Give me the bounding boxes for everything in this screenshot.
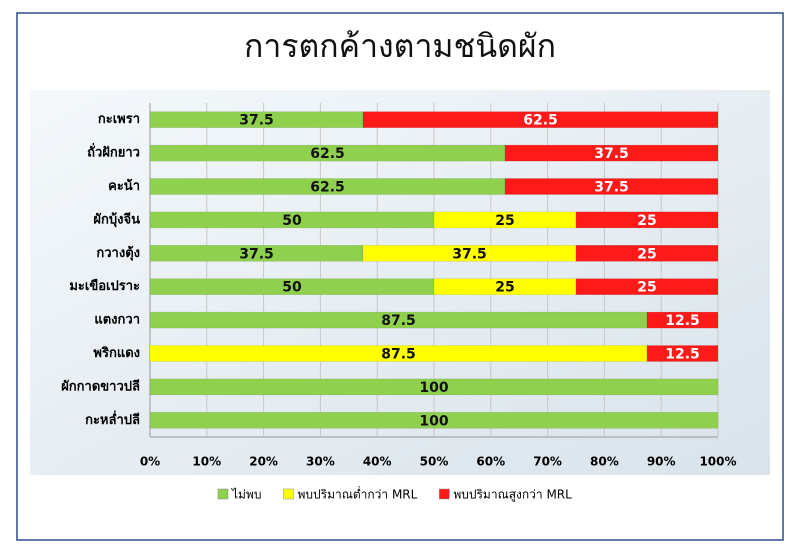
data-label: 62.5 bbox=[310, 146, 345, 162]
legend-swatch bbox=[283, 488, 294, 500]
chart-title: การตกค้างตามชนิดผัก bbox=[244, 27, 556, 65]
data-label: 62.5 bbox=[310, 180, 345, 196]
y-tick-label: ถั่วฝักยาว bbox=[87, 143, 140, 161]
data-label: 87.5 bbox=[381, 313, 416, 329]
y-tick-label: กะหล่ำปลี bbox=[85, 410, 140, 428]
data-label: 25 bbox=[637, 213, 656, 229]
data-label: 50 bbox=[282, 213, 302, 229]
y-tick-label: แตงกวา bbox=[94, 313, 140, 328]
bar-segment bbox=[646, 311, 719, 329]
data-label: 37.5 bbox=[452, 246, 487, 262]
y-tick-label: กวางตุ้ง bbox=[96, 245, 140, 261]
x-tick-label: 60% bbox=[476, 455, 505, 469]
x-tick-label: 100% bbox=[699, 455, 736, 469]
data-label: 25 bbox=[637, 246, 656, 262]
data-label: 25 bbox=[495, 280, 514, 296]
x-tick-label: 50% bbox=[420, 455, 449, 469]
data-label: 37.5 bbox=[594, 146, 629, 162]
data-label: 25 bbox=[495, 213, 514, 229]
y-tick-label: พริกแดง bbox=[93, 346, 140, 361]
x-tick-label: 80% bbox=[590, 455, 619, 469]
data-label: 50 bbox=[282, 280, 302, 296]
x-tick-label: 10% bbox=[192, 455, 221, 469]
legend-label: พบปริมาณสูงกว่า MRL bbox=[453, 488, 572, 503]
y-tick-label: มะเขือเปราะ bbox=[69, 278, 140, 294]
y-tick-label: ผักบุ้งจีน bbox=[93, 211, 140, 227]
bar-segment bbox=[575, 278, 719, 295]
y-tick-label: คะน้า bbox=[108, 178, 140, 194]
data-label: 37.5 bbox=[239, 246, 274, 262]
data-label: 12.5 bbox=[665, 313, 700, 329]
x-tick-label: 0% bbox=[140, 455, 160, 469]
bar-segment bbox=[575, 245, 719, 262]
data-label: 87.5 bbox=[381, 347, 416, 363]
x-tick-label: 70% bbox=[533, 455, 562, 469]
legend-swatch bbox=[217, 488, 229, 500]
data-label: 100 bbox=[419, 413, 448, 429]
bar-segment bbox=[504, 178, 719, 195]
data-label: 37.5 bbox=[594, 180, 629, 196]
x-tick-label: 40% bbox=[363, 455, 392, 469]
bar-segment bbox=[149, 412, 719, 429]
data-label: 12.5 bbox=[665, 347, 700, 363]
data-label: 62.5 bbox=[523, 113, 558, 129]
legend-label: ไม่พบ bbox=[231, 488, 261, 502]
y-tick-label: กะเพรา bbox=[98, 112, 140, 127]
legend-swatch bbox=[439, 488, 450, 500]
bar-segment bbox=[575, 211, 719, 229]
data-label: 25 bbox=[637, 280, 656, 296]
bar-segment bbox=[646, 345, 719, 362]
data-label: 37.5 bbox=[239, 113, 274, 129]
x-tick-label: 30% bbox=[306, 455, 335, 469]
y-tick-label: ผักกาดขาวปลี bbox=[61, 378, 140, 394]
bar-segment bbox=[362, 111, 719, 128]
x-tick-label: 20% bbox=[249, 455, 278, 469]
bar-segment bbox=[149, 378, 719, 396]
x-tick-label: 90% bbox=[647, 455, 676, 469]
bar-segment bbox=[504, 144, 719, 162]
legend-label: พบปริมาณต่ำกว่า MRL bbox=[297, 486, 417, 502]
data-label: 100 bbox=[419, 380, 448, 396]
